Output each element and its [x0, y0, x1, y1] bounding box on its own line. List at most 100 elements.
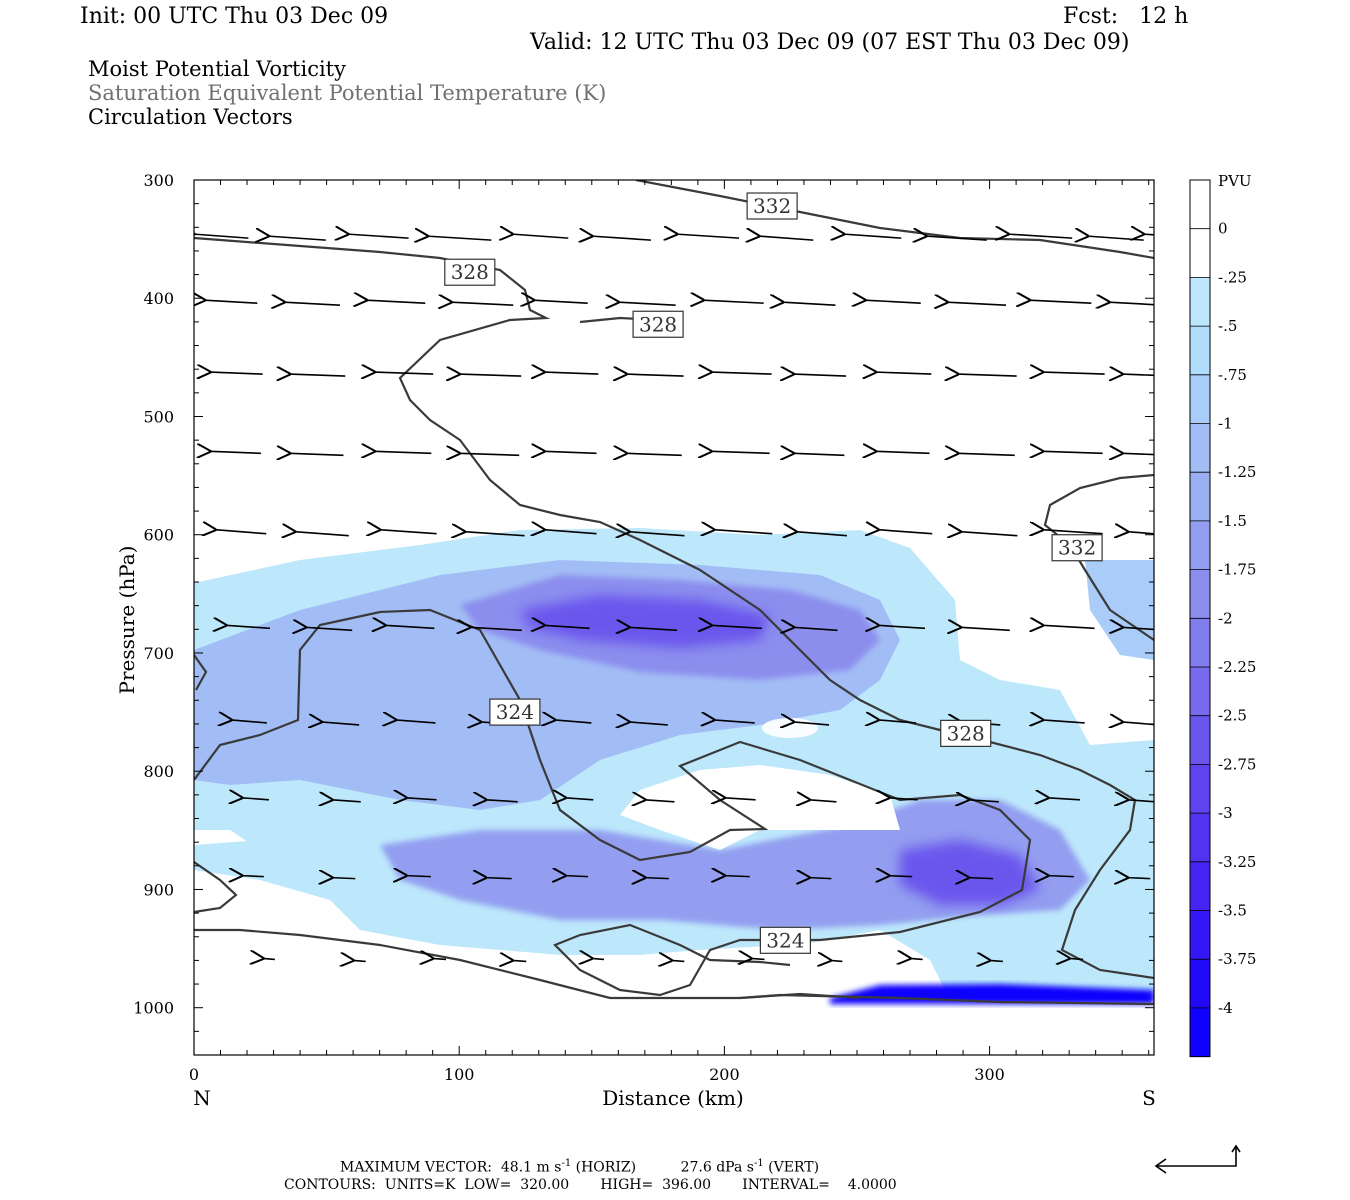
wind-vector: [242, 876, 264, 877]
contour-label: 328: [947, 721, 985, 745]
wind-vector: [459, 453, 520, 455]
contour-label-box: [632, 310, 684, 338]
wind-vector: [1088, 236, 1144, 240]
wind-vector: [295, 532, 349, 536]
wind-vector: [1143, 234, 1154, 238]
wind-vector: [783, 302, 836, 305]
contour-label: 324: [496, 700, 534, 724]
wind-vector: [374, 372, 434, 374]
mpv-low-white: [620, 765, 900, 850]
wind-vector: [194, 234, 249, 238]
wind-vector: [332, 800, 361, 802]
wind-vector: [968, 800, 999, 802]
y-tick-label: 700: [143, 644, 174, 663]
colorbar-label: -4: [1218, 999, 1233, 1017]
wind-vector: [889, 798, 918, 800]
plot-frame: [193, 179, 1155, 1056]
wind-vector: [565, 798, 594, 800]
wind-vector: [210, 372, 263, 374]
reference-vector-icon: [1154, 1144, 1241, 1174]
max-vector-vert-unit: (VERT): [768, 1159, 820, 1176]
wind-vector: [751, 958, 765, 959]
colorbar-swatch: [1190, 228, 1210, 278]
colorbar-label: -.75: [1218, 366, 1247, 384]
wind-vector: [793, 627, 838, 630]
wind-vector: [865, 300, 921, 303]
colorbar-unit: PVU: [1218, 172, 1252, 190]
circulation-vectors: [194, 234, 1154, 961]
y-tick-label: 600: [143, 526, 174, 545]
valid-time: Valid: 12 UTC Thu 03 Dec 09 (07 EST Thu …: [530, 30, 1130, 55]
x-tick-label: 300: [974, 1065, 1005, 1084]
wind-vector: [645, 878, 669, 879]
y-tick-label: 400: [143, 289, 174, 308]
colorbar-swatch: [1190, 618, 1210, 668]
contour-label-box: [940, 719, 992, 747]
wind-vector: [406, 876, 431, 877]
wind-vector: [711, 625, 762, 628]
colorbar-swatch: [1190, 764, 1210, 814]
contour-lower-left: [194, 861, 238, 914]
wind-vector: [926, 236, 987, 240]
wind-vector: [809, 878, 832, 879]
colorbar-label: 0: [1218, 220, 1228, 238]
wind-vector: [544, 451, 597, 453]
wind-vector: [268, 236, 326, 240]
wind-vector: [374, 451, 432, 453]
wind-vector: [396, 720, 436, 723]
wind-vector: [1127, 878, 1151, 879]
wind-vector: [889, 876, 913, 877]
wind-vector: [645, 800, 675, 802]
wind-vector: [629, 722, 668, 725]
wind-vector: [380, 530, 437, 534]
x-tick-label: 0: [189, 1065, 199, 1084]
y-tick-label: 300: [143, 171, 174, 190]
contour-labels: 332 328 328 332 324 328 324: [444, 192, 1103, 954]
wind-vector: [544, 530, 597, 534]
wind-vector: [464, 532, 525, 536]
wind-vector: [626, 453, 682, 455]
wind-vector: [231, 720, 267, 723]
wind-vector: [793, 722, 830, 725]
colorbar-swatch: [1190, 1007, 1210, 1058]
wind-vector: [1043, 720, 1085, 723]
field-label-vectors: Circulation Vectors: [88, 105, 293, 129]
wind-vector: [486, 800, 518, 802]
wind-vector: [1122, 374, 1154, 376]
colorbar-label: -2.5: [1218, 707, 1247, 725]
south-label: S: [1142, 1086, 1156, 1110]
colorbar-label: -.5: [1218, 317, 1237, 335]
init-time: Init: 00 UTC Thu 03 Dec 09: [80, 4, 389, 29]
wind-vector: [366, 300, 426, 303]
wind-vector: [1048, 876, 1074, 877]
colorbar-swatch: [1190, 423, 1210, 473]
wind-vector: [263, 958, 275, 959]
contour-label-box: [746, 192, 798, 220]
wind-vector: [968, 878, 994, 879]
contour-label: 332: [753, 194, 791, 218]
wind-vector: [242, 798, 269, 800]
wind-vector: [284, 302, 341, 305]
wind-vector: [544, 372, 599, 374]
wind-vector: [1043, 372, 1105, 374]
contour-324-leftedge: [194, 654, 208, 691]
wind-vector: [809, 800, 837, 802]
colorbar-label: -3.75: [1218, 950, 1256, 968]
wind-vector: [830, 960, 843, 961]
wind-vector: [1043, 451, 1103, 453]
wind-vector: [486, 878, 512, 879]
wind-vector: [1109, 302, 1154, 305]
field-label-mpv: Moist Potential Vorticity: [88, 57, 346, 81]
wind-vector: [215, 530, 267, 534]
contour-label-box: [759, 926, 811, 954]
wind-vector: [629, 532, 685, 536]
wind-vector: [759, 236, 814, 240]
colorbar-swatch: [1190, 472, 1210, 522]
colorbar-swatch: [1190, 277, 1210, 327]
contour-332-upper: [635, 180, 1154, 260]
colorbar-label: -1.25: [1218, 463, 1256, 481]
wind-vector: [703, 300, 764, 303]
colorbar-label: -2: [1218, 609, 1233, 627]
wind-vector: [724, 798, 756, 800]
